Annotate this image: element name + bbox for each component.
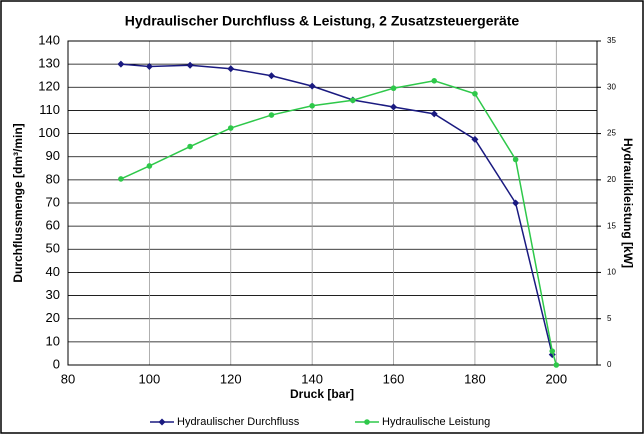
data-point xyxy=(472,90,478,97)
data-point xyxy=(146,163,153,169)
y2-tick-label: 20 xyxy=(607,175,616,184)
x-tick-label: 200 xyxy=(545,371,567,386)
y-tick-label: 100 xyxy=(38,125,60,140)
data-point xyxy=(471,135,479,143)
y2-tick-label: 30 xyxy=(607,82,616,91)
y2-tick-label: 10 xyxy=(607,268,616,277)
y-tick-label: 60 xyxy=(46,218,60,233)
chart-title: Hydraulischer Durchfluss & Leistung, 2 Z… xyxy=(125,13,520,29)
x-axis-label: Druck [bar] xyxy=(290,387,354,401)
y-tick-label: 70 xyxy=(46,194,60,209)
y-tick-label: 10 xyxy=(46,333,60,348)
data-point xyxy=(390,103,398,111)
x-tick-label: 100 xyxy=(139,371,161,386)
legend-marker xyxy=(364,419,370,425)
y-tick-label: 0 xyxy=(53,356,60,371)
y2-tick-label: 15 xyxy=(607,221,616,230)
data-point xyxy=(227,65,235,73)
y2-tick-label: 5 xyxy=(607,314,612,323)
data-point xyxy=(309,103,315,109)
series-line xyxy=(120,63,553,355)
y-tick-label: 80 xyxy=(46,171,60,186)
y-tick-label: 30 xyxy=(46,287,60,302)
y2-tick-label: 25 xyxy=(607,129,616,138)
data-point xyxy=(350,97,356,104)
data-point xyxy=(227,125,234,131)
data-point xyxy=(145,62,153,70)
data-point xyxy=(187,143,193,150)
x-tick-label: 120 xyxy=(220,371,242,386)
x-tick-label: 160 xyxy=(383,371,405,386)
y-tick-label: 130 xyxy=(38,56,60,71)
data-point xyxy=(390,85,397,92)
data-point xyxy=(430,110,438,118)
data-point xyxy=(117,60,125,68)
data-point xyxy=(268,112,275,118)
data-point xyxy=(512,199,520,207)
legend-label: Hydraulischer Durchfluss xyxy=(177,416,300,428)
y2-tick-label: 35 xyxy=(607,36,616,45)
legend-label: Hydraulische Leistung xyxy=(382,416,490,428)
x-tick-label: 140 xyxy=(301,371,323,386)
y2-axis-label: Hydraulikleistung [kW] xyxy=(621,138,635,268)
y-tick-label: 110 xyxy=(39,102,60,117)
x-tick-label: 80 xyxy=(61,371,75,386)
data-point xyxy=(549,348,556,354)
y-tick-label: 120 xyxy=(38,79,60,94)
data-point xyxy=(512,156,519,163)
data-point xyxy=(431,78,438,84)
y-tick-label: 50 xyxy=(46,241,60,256)
legend-marker xyxy=(158,418,166,426)
x-tick-label: 180 xyxy=(464,371,486,386)
data-point xyxy=(553,362,560,368)
y-tick-label: 20 xyxy=(46,310,60,325)
data-point xyxy=(118,176,124,182)
data-point xyxy=(308,82,316,90)
data-point xyxy=(267,72,275,80)
y2-tick-label: 0 xyxy=(607,360,612,369)
data-point xyxy=(186,61,194,69)
y-tick-label: 140 xyxy=(38,32,60,47)
plot-area xyxy=(67,40,598,366)
y-axis-label: Durchflussmenge [dm³/min] xyxy=(11,123,25,282)
y-tick-label: 40 xyxy=(46,264,60,279)
y-tick-label: 90 xyxy=(46,148,60,163)
